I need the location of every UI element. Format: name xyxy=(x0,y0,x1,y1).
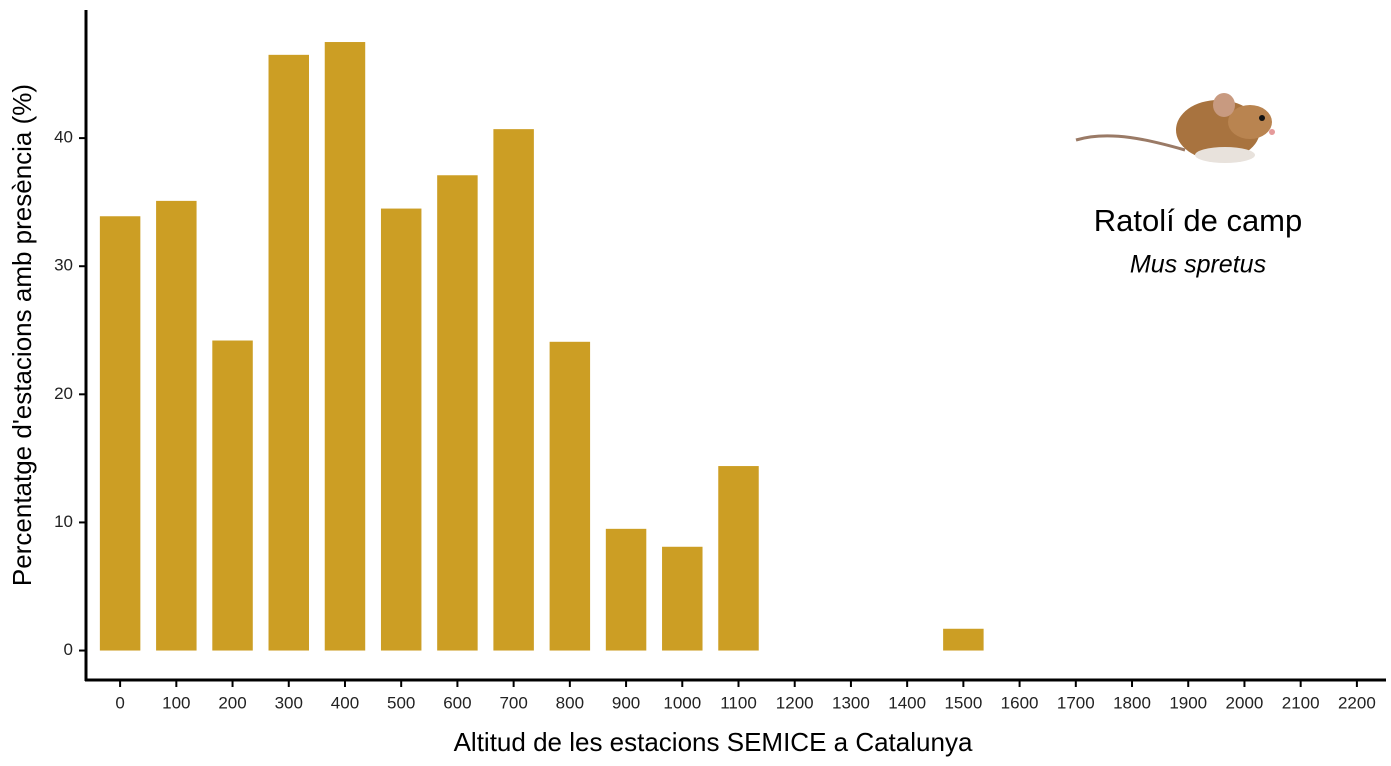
x-tick-label: 1100 xyxy=(720,693,757,712)
bar xyxy=(324,42,366,651)
x-tick-label: 1700 xyxy=(1057,693,1095,712)
x-tick-label: 1200 xyxy=(776,693,814,712)
bar xyxy=(437,175,478,651)
x-tick-label: 2000 xyxy=(1226,693,1264,712)
y-tick-label: 0 xyxy=(64,640,73,659)
bar xyxy=(212,340,253,651)
y-tick-label: 20 xyxy=(54,384,73,403)
x-tick-label: 2200 xyxy=(1338,693,1376,712)
x-tick-label: 900 xyxy=(612,693,640,712)
x-tick-label: 200 xyxy=(218,693,246,712)
x-tick-label: 1800 xyxy=(1113,693,1151,712)
x-tick-label: 600 xyxy=(443,693,471,712)
y-axis-title: Percentatge d'estacions amb presència (%… xyxy=(7,84,37,586)
x-tick-label: 1400 xyxy=(888,693,926,712)
x-tick-label: 1500 xyxy=(944,693,982,712)
x-tick-label: 700 xyxy=(499,693,527,712)
bar xyxy=(268,54,309,651)
bar xyxy=(943,628,984,651)
y-tick-label: 40 xyxy=(54,128,73,147)
x-tick-label: 1900 xyxy=(1169,693,1207,712)
x-tick-label: 1300 xyxy=(832,693,870,712)
bar xyxy=(156,200,197,651)
x-tick-label: 1000 xyxy=(663,693,701,712)
bar xyxy=(662,546,703,651)
x-tick-label: 2100 xyxy=(1282,693,1320,712)
mouse-illustration xyxy=(1075,93,1275,163)
x-tick-label: 1600 xyxy=(1001,693,1039,712)
bar xyxy=(605,528,647,651)
species-name: Ratolí de camp xyxy=(1094,203,1303,238)
species-scientific-name: Mus spretus xyxy=(1130,251,1266,279)
bar xyxy=(549,341,591,651)
x-axis-title: Altitud de les estacions SEMICE a Catalu… xyxy=(454,727,973,757)
x-tick-label: 800 xyxy=(556,693,584,712)
bar xyxy=(99,216,141,651)
x-tick-label: 100 xyxy=(162,693,190,712)
y-tick-label: 10 xyxy=(54,512,73,531)
bar xyxy=(493,129,534,651)
bar xyxy=(380,208,422,651)
bar xyxy=(718,466,759,651)
x-tick-label: 500 xyxy=(387,693,415,712)
x-tick-label: 300 xyxy=(275,693,303,712)
x-tick-label: 0 xyxy=(115,693,124,712)
x-tick-label: 400 xyxy=(331,693,359,712)
y-tick-label: 30 xyxy=(54,256,73,275)
